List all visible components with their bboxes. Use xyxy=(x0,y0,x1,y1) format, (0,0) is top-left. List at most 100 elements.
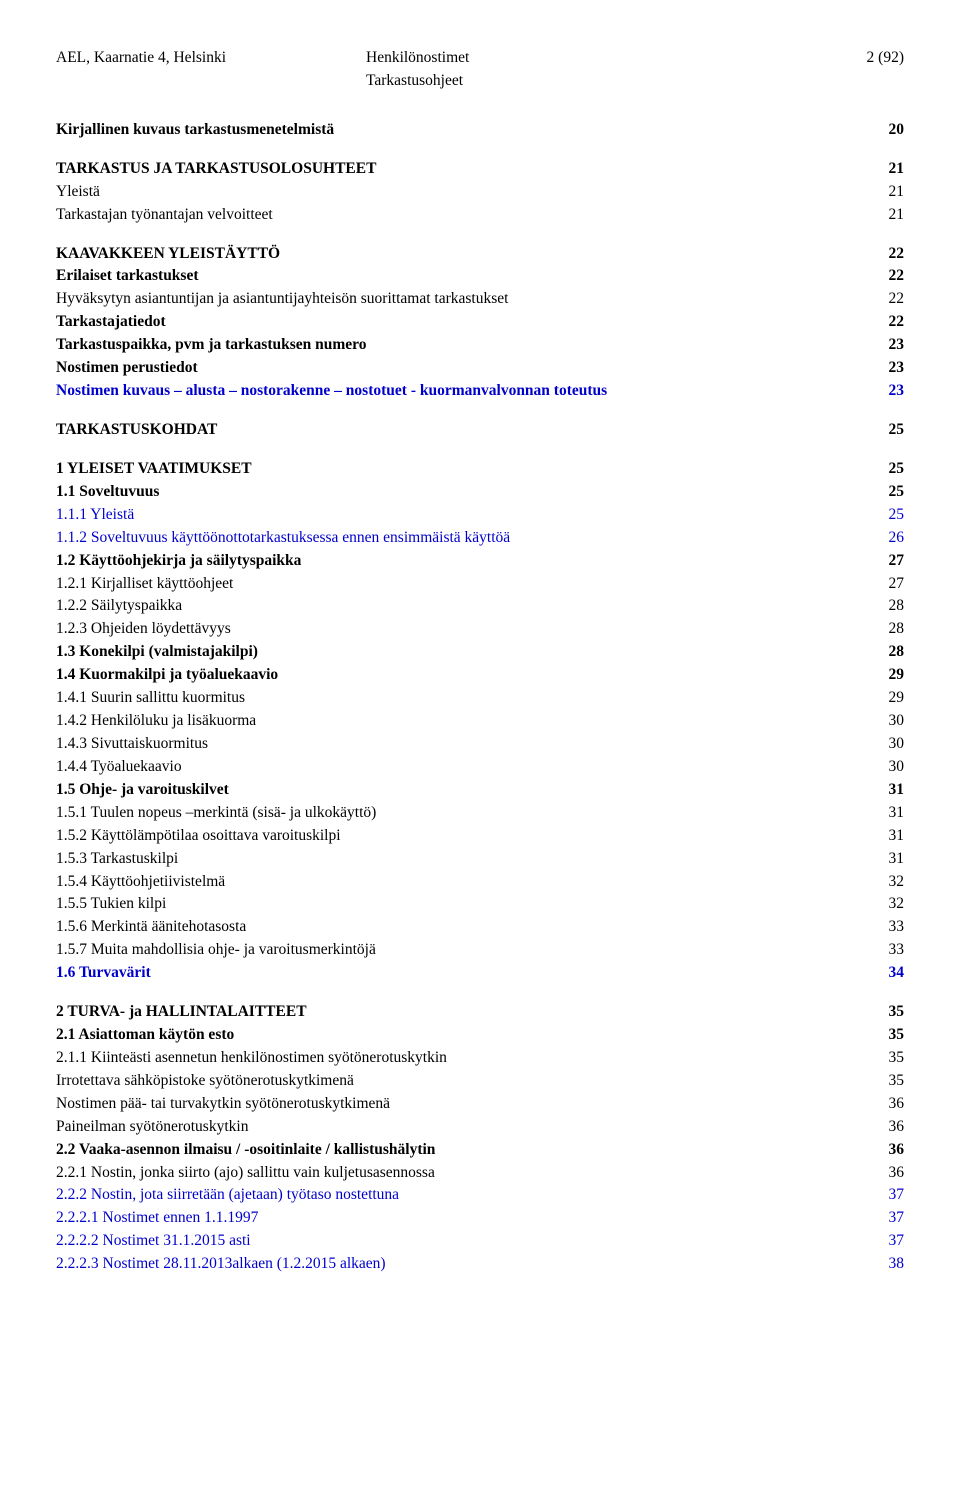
toc-page: 28 xyxy=(864,642,904,663)
toc-row: 1.2.3 Ohjeiden löydettävyys28 xyxy=(56,619,904,640)
toc-page: 27 xyxy=(864,551,904,572)
toc-page: 22 xyxy=(864,312,904,333)
toc-label: Hyväksytyn asiantuntijan ja asiantuntija… xyxy=(56,289,864,310)
toc-label: Kirjallinen kuvaus tarkastusmenetelmistä xyxy=(56,120,864,141)
toc-label: 1.2.1 Kirjalliset käyttöohjeet xyxy=(56,574,864,595)
toc-label: 1.4 Kuormakilpi ja työaluekaavio xyxy=(56,665,864,686)
toc-row: 2.1.1 Kiinteästi asennetun henkilönostim… xyxy=(56,1048,904,1069)
toc-row: Tarkastajatiedot22 xyxy=(56,312,904,333)
toc-label: 1.1.2 Soveltuvuus käyttöönottotarkastuks… xyxy=(56,528,864,549)
toc-row: TARKASTUS JA TARKASTUSOLOSUHTEET21 xyxy=(56,159,904,180)
toc-page: 30 xyxy=(864,734,904,755)
toc-row: 1 YLEISET VAATIMUKSET25 xyxy=(56,459,904,480)
toc-row: 2.2.2 Nostin, jota siirretään (ajetaan) … xyxy=(56,1185,904,1206)
toc-page: 30 xyxy=(864,757,904,778)
toc-page: 25 xyxy=(864,505,904,526)
toc-label: Tarkastajan työnantajan velvoitteet xyxy=(56,205,864,226)
toc-row: 1.4.1 Suurin sallittu kuormitus29 xyxy=(56,688,904,709)
toc-page: 21 xyxy=(864,159,904,180)
toc-label: Irrotettava sähköpistoke syötönerotuskyt… xyxy=(56,1071,864,1092)
toc-page: 36 xyxy=(864,1163,904,1184)
toc-page: 23 xyxy=(864,381,904,402)
toc-page: 26 xyxy=(864,528,904,549)
toc-label: 2.2 Vaaka-asennon ilmaisu / -osoitinlait… xyxy=(56,1140,864,1161)
toc-label: Yleistä xyxy=(56,182,864,203)
toc-page: 28 xyxy=(864,619,904,640)
toc-row: 1.2.1 Kirjalliset käyttöohjeet27 xyxy=(56,574,904,595)
toc-row: 1.5.6 Merkintä äänitehotasosta33 xyxy=(56,917,904,938)
toc-row: 1.1.2 Soveltuvuus käyttöönottotarkastuks… xyxy=(56,528,904,549)
toc-label: 1.2.2 Säilytyspaikka xyxy=(56,596,864,617)
toc-page: 36 xyxy=(864,1117,904,1138)
toc-row: TARKASTUSKOHDAT25 xyxy=(56,420,904,441)
page-header-sub: Tarkastusohjeet xyxy=(56,71,904,92)
toc-page: 34 xyxy=(864,963,904,984)
toc-row: 2 TURVA- ja HALLINTALAITTEET35 xyxy=(56,1002,904,1023)
toc-label: 2 TURVA- ja HALLINTALAITTEET xyxy=(56,1002,864,1023)
toc-page: 31 xyxy=(864,803,904,824)
toc-page: 37 xyxy=(864,1208,904,1229)
toc-page: 20 xyxy=(864,120,904,141)
toc-row: 2.1 Asiattoman käytön esto35 xyxy=(56,1025,904,1046)
toc-label: Tarkastuspaikka, pvm ja tarkastuksen num… xyxy=(56,335,864,356)
toc-row: 1.4.3 Sivuttaiskuormitus30 xyxy=(56,734,904,755)
toc-row: Tarkastuspaikka, pvm ja tarkastuksen num… xyxy=(56,335,904,356)
toc-label: 1.1.1 Yleistä xyxy=(56,505,864,526)
toc-row: Nostimen pää- tai turvakytkin syötönerot… xyxy=(56,1094,904,1115)
toc-page: 31 xyxy=(864,826,904,847)
toc-label: 1.5.6 Merkintä äänitehotasosta xyxy=(56,917,864,938)
toc-row: Nostimen kuvaus – alusta – nostorakenne … xyxy=(56,381,904,402)
toc-row: 1.5.7 Muita mahdollisia ohje- ja varoitu… xyxy=(56,940,904,961)
toc-row: 2.2 Vaaka-asennon ilmaisu / -osoitinlait… xyxy=(56,1140,904,1161)
toc-page: 31 xyxy=(864,780,904,801)
toc-page: 35 xyxy=(864,1002,904,1023)
toc-row: 1.3 Konekilpi (valmistajakilpi)28 xyxy=(56,642,904,663)
toc-label: 2.1.1 Kiinteästi asennetun henkilönostim… xyxy=(56,1048,864,1069)
toc-row: 1.5.5 Tukien kilpi32 xyxy=(56,894,904,915)
toc-row: Irrotettava sähköpistoke syötönerotuskyt… xyxy=(56,1071,904,1092)
toc-label: 2.2.2.3 Nostimet 28.11.2013alkaen (1.2.2… xyxy=(56,1254,864,1275)
header-center-2: Tarkastusohjeet xyxy=(366,71,824,92)
toc-page: 38 xyxy=(864,1254,904,1275)
toc-page: 31 xyxy=(864,849,904,870)
table-of-contents: Kirjallinen kuvaus tarkastusmenetelmistä… xyxy=(56,120,904,1275)
toc-page: 36 xyxy=(864,1140,904,1161)
toc-row: Kirjallinen kuvaus tarkastusmenetelmistä… xyxy=(56,120,904,141)
toc-row: 1.5.3 Tarkastuskilpi31 xyxy=(56,849,904,870)
toc-label: KAAVAKKEEN YLEISTÄYTTÖ xyxy=(56,244,864,265)
toc-page: 32 xyxy=(864,894,904,915)
toc-row: 1.5.1 Tuulen nopeus –merkintä (sisä- ja … xyxy=(56,803,904,824)
toc-page: 25 xyxy=(864,459,904,480)
toc-page: 23 xyxy=(864,358,904,379)
toc-label: 2.2.2.1 Nostimet ennen 1.1.1997 xyxy=(56,1208,864,1229)
toc-label: 1.2.3 Ohjeiden löydettävyys xyxy=(56,619,864,640)
toc-page: 33 xyxy=(864,940,904,961)
toc-label: 2.2.2.2 Nostimet 31.1.2015 asti xyxy=(56,1231,864,1252)
toc-row: Hyväksytyn asiantuntijan ja asiantuntija… xyxy=(56,289,904,310)
toc-page: 22 xyxy=(864,266,904,287)
toc-row: 1.2 Käyttöohjekirja ja säilytyspaikka27 xyxy=(56,551,904,572)
toc-label: 2.2.1 Nostin, jonka siirto (ajo) sallitt… xyxy=(56,1163,864,1184)
toc-page: 37 xyxy=(864,1185,904,1206)
toc-row: 1.5.2 Käyttölämpötilaa osoittava varoitu… xyxy=(56,826,904,847)
toc-row: Tarkastajan työnantajan velvoitteet21 xyxy=(56,205,904,226)
toc-page: 35 xyxy=(864,1025,904,1046)
toc-label: 1.4.3 Sivuttaiskuormitus xyxy=(56,734,864,755)
toc-page: 22 xyxy=(864,244,904,265)
header-left: AEL, Kaarnatie 4, Helsinki xyxy=(56,48,366,69)
toc-row: Erilaiset tarkastukset22 xyxy=(56,266,904,287)
toc-label: 1.4.1 Suurin sallittu kuormitus xyxy=(56,688,864,709)
toc-row: 2.2.1 Nostin, jonka siirto (ajo) sallitt… xyxy=(56,1163,904,1184)
toc-row: 1.6 Turvavärit34 xyxy=(56,963,904,984)
toc-label: Erilaiset tarkastukset xyxy=(56,266,864,287)
toc-label: 1.5.4 Käyttöohjetiivistelmä xyxy=(56,872,864,893)
toc-label: 2.2.2 Nostin, jota siirretään (ajetaan) … xyxy=(56,1185,864,1206)
toc-label: 1.2 Käyttöohjekirja ja säilytyspaikka xyxy=(56,551,864,572)
toc-page: 35 xyxy=(864,1048,904,1069)
toc-page: 23 xyxy=(864,335,904,356)
toc-page: 22 xyxy=(864,289,904,310)
toc-label: 1.5.7 Muita mahdollisia ohje- ja varoitu… xyxy=(56,940,864,961)
toc-row: 2.2.2.1 Nostimet ennen 1.1.199737 xyxy=(56,1208,904,1229)
toc-row: 1.5 Ohje- ja varoituskilvet31 xyxy=(56,780,904,801)
page-header: AEL, Kaarnatie 4, Helsinki Henkilönostim… xyxy=(56,48,904,69)
